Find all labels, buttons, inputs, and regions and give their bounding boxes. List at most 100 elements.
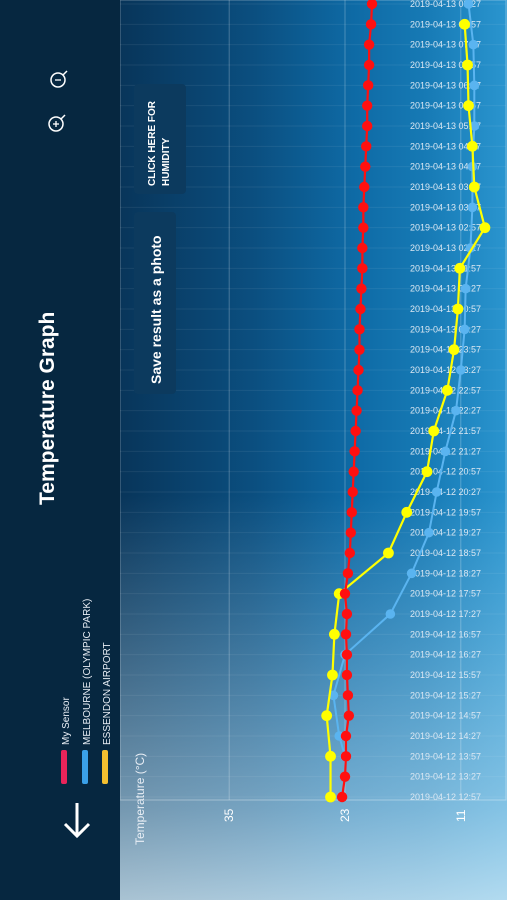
series-line-my-sensor [341, 3, 374, 798]
data-point-essendon [328, 628, 340, 640]
chart-area: 2019-04-12 12:57 2019-04-12 13:27 2019-04-… [120, 0, 507, 900]
x-tick-label: 2019-04-12 16:57 [410, 629, 481, 639]
data-point-my-sensor [342, 568, 354, 579]
data-point-my-sensor [355, 303, 366, 315]
data-point-my-sensor [347, 486, 358, 498]
x-tick-label: 2019-04-12 18:27 [410, 568, 481, 578]
x-tick-label: 2019-04-13 06:27 [410, 80, 481, 90]
series-line-essendon [325, 24, 487, 797]
data-point-my-sensor [360, 161, 371, 172]
save-photo-label: Save result as a photo [148, 235, 164, 384]
data-point-my-sensor [362, 80, 374, 91]
data-point-my-sensor [340, 730, 352, 742]
data-point-my-sensor [340, 629, 352, 640]
data-point-essendon [468, 181, 480, 193]
humidity-button[interactable]: CLICK HERE FOR HUMIDITY [134, 84, 186, 194]
data-point-essendon [327, 669, 338, 681]
data-point-my-sensor [342, 690, 354, 701]
data-point-melbourne [451, 405, 461, 416]
legend-label-essendon: ESSENDON AIRPORT [102, 642, 113, 745]
x-tick-label: 2019-04-12 17:57 [410, 589, 481, 599]
legend-swatch-essendon [102, 750, 108, 784]
data-point-essendon [321, 710, 333, 722]
legend-label-my-sensor: My Sensor [61, 697, 72, 745]
humidity-label-line2: HUMIDITY [161, 137, 172, 186]
x-tick-label: 2019-04-13 04:27 [410, 162, 481, 172]
x-tick-label: 2019-04-13 04:57 [410, 141, 481, 151]
data-point-melbourne [385, 609, 396, 619]
data-point-my-sensor [353, 364, 364, 376]
data-point-my-sensor [357, 242, 368, 254]
data-point-my-sensor [343, 710, 355, 721]
data-point-my-sensor [359, 181, 370, 193]
data-point-essendon [459, 18, 471, 30]
data-point-melbourne [424, 527, 434, 538]
legend-swatch-my-sensor [61, 750, 67, 784]
data-point-essendon [401, 506, 413, 518]
x-tick-label: 2019-04-12 13:57 [410, 751, 481, 761]
x-tick-label: 2019-04-12 13:27 [410, 772, 481, 782]
data-point-melbourne [463, 0, 474, 9]
data-point-melbourne [469, 121, 480, 131]
x-tick-label: 2019-04-13 00:27 [410, 324, 481, 334]
sidebar-panel: My Sensor MELBOURNE (OLYMPIC PARK) ESSEN… [0, 0, 120, 900]
data-point-my-sensor [358, 222, 369, 233]
x-tick-label: 2019-04-12 19:57 [410, 507, 481, 517]
legend-swatch-melbourne [82, 750, 88, 784]
y-tick-label: 35 [222, 808, 236, 822]
data-point-my-sensor [336, 791, 348, 803]
data-point-essendon [448, 344, 460, 356]
x-tick-label: 2019-04-12 15:57 [410, 670, 481, 680]
x-tick-label: 2019-04-12 22:27 [410, 406, 481, 416]
data-point-melbourne [460, 283, 471, 294]
x-tick-label: 2019-04-12 15:27 [410, 690, 481, 700]
x-tick-label: 2019-04-12 17:27 [410, 609, 481, 619]
x-tick-label: 2019-04-12 12:57 [410, 792, 481, 802]
data-point-my-sensor [358, 202, 369, 213]
x-tick-label: 2019-04-12 23:57 [410, 345, 481, 355]
x-tick-label: 2019-04-13 03:57 [410, 182, 481, 192]
data-point-melbourne [406, 568, 417, 579]
data-point-melbourne [328, 690, 339, 701]
data-point-essendon [462, 59, 473, 71]
x-tick-label: 2019-04-12 20:57 [410, 467, 481, 477]
x-tick-label: 2019-04-12 14:57 [410, 711, 481, 721]
data-point-melbourne [431, 487, 442, 497]
data-point-my-sensor [351, 405, 362, 416]
data-point-essendon [383, 547, 394, 559]
data-point-melbourne [440, 446, 451, 457]
data-point-my-sensor [341, 669, 353, 681]
y-axis-title: Temperature (°C) [133, 752, 147, 845]
x-tick-label: 2019-04-12 20:27 [410, 487, 481, 497]
data-point-essendon [454, 262, 466, 274]
data-point-melbourne [469, 80, 480, 91]
x-tick-label: 2019-04-13 02:57 [410, 223, 481, 233]
plot-frame [120, 0, 507, 801]
save-photo-button[interactable]: Save result as a photo [134, 212, 176, 394]
data-point-essendon [325, 791, 336, 803]
back-arrow-icon[interactable] [62, 800, 92, 840]
page-title: Temperature Graph [36, 311, 59, 505]
legend-label-melbourne: MELBOURNE (OLYMPIC PARK) [82, 598, 93, 745]
zoom-out-icon[interactable] [49, 69, 69, 89]
data-point-melbourne [468, 39, 479, 50]
data-point-my-sensor [350, 425, 361, 437]
data-point-essendon [421, 466, 433, 478]
x-tick-label: 2019-04-13 01:57 [410, 263, 481, 273]
x-tick-label: 2019-04-12 16:27 [410, 650, 481, 660]
zoom-in-icon[interactable] [47, 113, 67, 133]
x-tick-label: 2019-04-12 14:27 [410, 731, 481, 741]
data-point-my-sensor [356, 283, 367, 294]
data-point-my-sensor [361, 141, 372, 152]
data-point-my-sensor [339, 771, 351, 782]
x-tick-label: 2019-04-13 02:27 [410, 243, 481, 253]
data-point-my-sensor [354, 344, 365, 355]
x-tick-label: 2019-04-13 05:27 [410, 121, 481, 131]
data-point-my-sensor [357, 263, 368, 274]
x-tick-label: 2019-04-13 03:27 [410, 202, 481, 212]
data-point-my-sensor [366, 0, 378, 10]
data-point-my-sensor [341, 608, 353, 620]
x-tick-label: 2019-04-12 18:57 [410, 548, 481, 558]
data-point-essendon [463, 100, 474, 112]
humidity-label-line1: CLICK HERE FOR [147, 101, 158, 186]
